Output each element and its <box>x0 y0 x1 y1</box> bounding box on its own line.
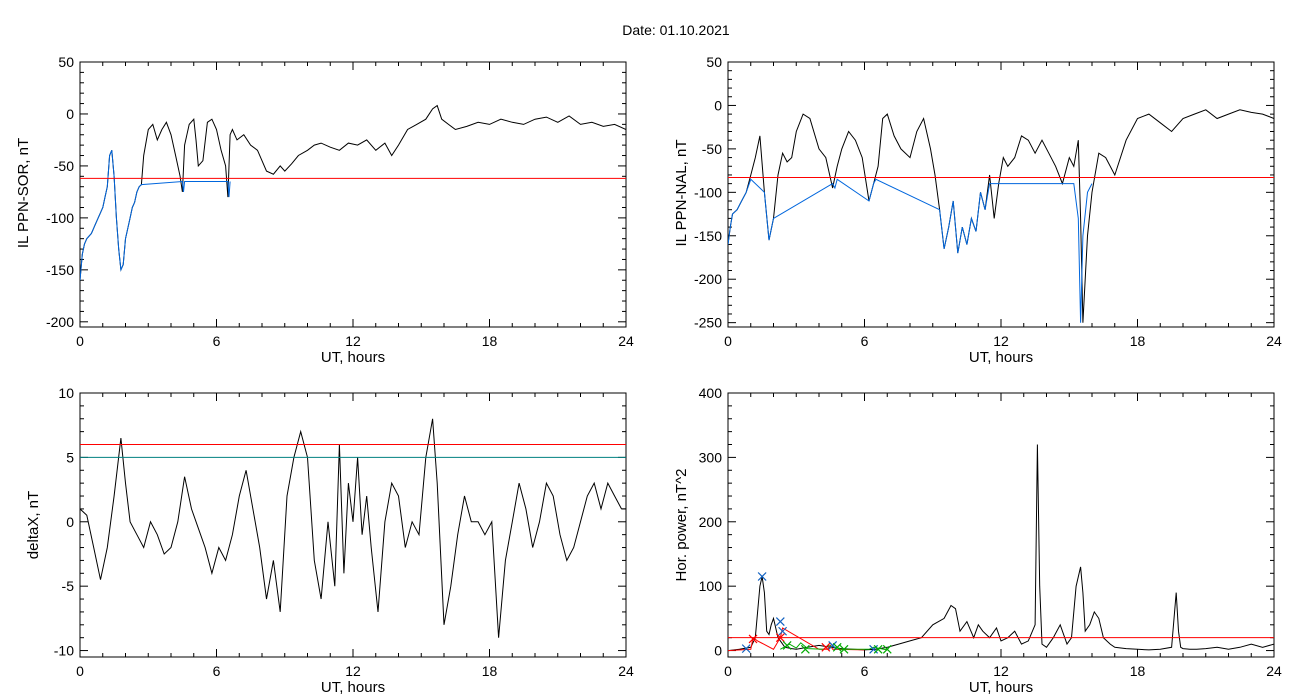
marker-green <box>782 640 792 650</box>
x-tick-label: 24 <box>1266 663 1282 679</box>
figure-title: Date: 01.10.2021 <box>622 22 730 38</box>
panel-deltax: deltaX, nT UT, hours 0 6 12 18 24 10 5 0 -5 -10 <box>25 385 634 696</box>
marker-green <box>873 644 883 654</box>
panel-ppn-sor: IL PPN-SOR, nT UT, hours 0 6 12 18 24 50 0 -50 -… <box>15 54 634 366</box>
series-line <box>80 104 626 281</box>
y-tick-label: -150 <box>694 228 722 244</box>
y-tick-label: -150 <box>46 262 74 278</box>
y-axis-label: IL PPN-SOR, nT <box>15 138 32 248</box>
x-tick-label: 6 <box>213 663 221 679</box>
x-tick-label: 6 <box>213 333 221 349</box>
x-tick-label: 24 <box>1266 333 1282 349</box>
y-tick-label: -5 <box>62 578 75 594</box>
y-tick-label: -100 <box>694 184 722 200</box>
y-tick-label: -250 <box>694 315 722 331</box>
marker-red <box>748 634 758 644</box>
y-tick-label: 10 <box>58 385 74 401</box>
series-line <box>80 418 626 638</box>
marker-blue <box>741 644 751 654</box>
y-tick-label: -50 <box>54 158 74 174</box>
marker-blue <box>775 617 785 627</box>
panel-ppn-nal: IL PPN-NAL, nT UT, hours 0 6 12 18 24 50 0 -50 -… <box>673 54 1282 366</box>
plot-area <box>80 418 626 638</box>
x-tick-label: 0 <box>76 663 84 679</box>
x-axis-label: UT, hours <box>969 679 1033 696</box>
x-tick-label: 0 <box>724 333 732 349</box>
y-tick-label: -200 <box>46 314 74 330</box>
plot-area <box>728 444 1274 654</box>
plot-area <box>80 104 626 281</box>
y-tick-label: -200 <box>694 271 722 287</box>
series-line <box>728 178 1093 323</box>
y-tick-label: 400 <box>699 385 723 401</box>
x-tick-label: 24 <box>618 333 634 349</box>
plot-frame <box>727 392 1275 658</box>
y-tick-label: -50 <box>702 141 722 157</box>
y-tick-label: 100 <box>699 578 723 594</box>
panel-hor-power: Hor. power, nT^2 UT, hours 0 6 12 18 24 400 30… <box>673 385 1282 696</box>
marker-green <box>800 644 810 654</box>
x-axis-label: UT, hours <box>321 349 385 366</box>
y-tick-label: 0 <box>66 106 74 122</box>
marker-green <box>832 642 842 652</box>
x-tick-label: 6 <box>861 333 869 349</box>
y-tick-label: -10 <box>54 643 74 659</box>
x-tick-label: 12 <box>345 663 361 679</box>
marker-blue <box>778 626 788 636</box>
x-axis-label: UT, hours <box>969 349 1033 366</box>
x-tick-label: 0 <box>724 663 732 679</box>
x-tick-label: 0 <box>76 333 84 349</box>
y-tick-label: 50 <box>58 54 74 70</box>
x-tick-label: 18 <box>482 663 498 679</box>
x-tick-label: 12 <box>993 663 1009 679</box>
y-axis-label: deltaX, nT <box>25 491 42 559</box>
y-tick-label: 0 <box>66 514 74 530</box>
y-axis-label: Hor. power, nT^2 <box>673 469 690 582</box>
marker-red <box>821 642 831 652</box>
x-tick-label: 24 <box>618 663 634 679</box>
marker-blue <box>828 640 838 650</box>
marker-red <box>775 633 785 643</box>
marker-blue <box>757 572 767 581</box>
y-axis-label: IL PPN-NAL, nT <box>673 140 690 247</box>
x-tick-label: 18 <box>1130 663 1146 679</box>
x-axis-label: UT, hours <box>321 679 385 696</box>
x-tick-label: 6 <box>861 663 869 679</box>
x-tick-label: 12 <box>993 333 1009 349</box>
y-tick-label: 0 <box>714 643 722 659</box>
y-tick-label: 200 <box>699 514 723 530</box>
series-line <box>728 444 1274 652</box>
x-tick-label: 18 <box>1130 333 1146 349</box>
marker-green <box>882 644 892 654</box>
y-tick-label: 300 <box>699 449 723 465</box>
plot-frame <box>727 61 1275 328</box>
y-tick-label: -100 <box>46 210 74 226</box>
x-tick-label: 18 <box>482 333 498 349</box>
series-line <box>728 109 1274 323</box>
marker-green <box>839 644 849 654</box>
plot-frame <box>79 392 627 658</box>
plot-frame <box>79 61 627 328</box>
series-line <box>80 150 231 281</box>
y-tick-label: 50 <box>706 54 722 70</box>
plot-area <box>728 109 1274 323</box>
y-tick-label: 5 <box>66 449 74 465</box>
y-tick-label: 0 <box>714 97 722 113</box>
x-tick-label: 12 <box>345 333 361 349</box>
